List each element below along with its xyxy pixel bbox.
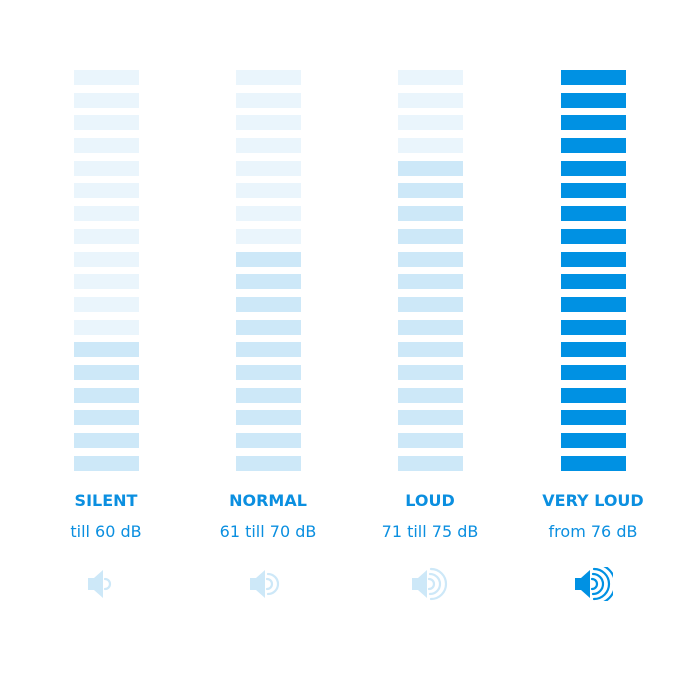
meter-segment-lit [560,92,626,108]
meter-segment [397,70,463,85]
meter-segment-lit [235,274,301,290]
meter-segment-lit [235,433,301,448]
meter-segment-lit [560,410,626,426]
speaker-1-wave-icon [86,567,126,601]
meter-segment [73,206,139,222]
meter-segment [73,92,139,108]
level-column-very-loud: VERY LOUD from 76 dB [513,70,673,605]
meter-segment-lit [560,183,626,199]
meter-segment [73,319,139,335]
meter-segment-lit [560,228,626,244]
meter-segment [73,160,139,176]
meter-segment-lit [560,364,626,380]
meter-segment-lit [73,410,139,426]
meter-segment-lit [397,296,463,312]
meter-segment [235,160,301,176]
meter-segment-lit [235,296,301,312]
meter-segment-lit [560,433,626,448]
meter-segment [235,138,301,154]
meter-segment [235,70,301,85]
level-range: 61 till 70 dB [219,521,317,541]
meter-segment-lit [397,228,463,244]
speaker-2-waves-icon [248,567,288,601]
meter-segment-lit [560,70,626,85]
meter-segment-lit [73,342,139,358]
meter-segment-lit [73,455,139,471]
meter-segment-lit [235,410,301,426]
meter-segment-lit [397,433,463,448]
meter-segment-lit [397,342,463,358]
meter-segment-lit [560,387,626,403]
meter-segment-lit [235,251,301,267]
meter-segment-lit [73,433,139,448]
meter-segment-lit [397,183,463,199]
meter-segment-lit [560,115,626,131]
level-meter [560,70,626,471]
meter-segment-lit [397,455,463,471]
meter-segment-lit [397,206,463,222]
level-column-silent: SILENT till 60 dB [26,70,186,601]
meter-segment-lit [73,364,139,380]
meter-segment [73,228,139,244]
meter-segment [397,138,463,154]
meter-segment [235,183,301,199]
meter-segment-lit [397,410,463,426]
speaker-3-waves-icon [410,567,450,601]
meter-segment-lit [397,251,463,267]
meter-segment [235,206,301,222]
level-meter [73,70,139,471]
meter-segment [73,115,139,131]
meter-segment [73,70,139,85]
meter-segment [235,92,301,108]
level-range: 71 till 75 dB [381,521,479,541]
meter-segment-lit [397,364,463,380]
meter-segment-lit [397,319,463,335]
meter-segment-lit [560,274,626,290]
level-title: NORMAL [229,490,307,510]
meter-segment-lit [73,387,139,403]
meter-segment [235,228,301,244]
meter-segment-lit [560,319,626,335]
level-title: VERY LOUD [542,490,644,510]
meter-segment-lit [560,138,626,154]
meter-segment [73,251,139,267]
speaker-4-waves-icon [573,562,617,605]
meter-segment-lit [560,206,626,222]
meter-segment-lit [560,160,626,176]
meter-segment [73,274,139,290]
meter-segment-lit [560,251,626,267]
meter-segment [73,296,139,312]
level-title: LOUD [405,490,455,510]
meter-segment [235,115,301,131]
meter-segment [397,92,463,108]
level-range: till 60 dB [70,521,142,541]
meter-segment-lit [235,455,301,471]
level-range: from 76 dB [548,521,638,541]
level-column-normal: NORMAL 61 till 70 dB [188,70,348,601]
meter-segment-lit [235,387,301,403]
level-meter [235,70,301,471]
meter-segment [73,138,139,154]
meter-segment-lit [397,160,463,176]
level-title: SILENT [74,490,138,510]
meter-segment-lit [397,387,463,403]
meter-segment-lit [560,296,626,312]
meter-segment [397,115,463,131]
meter-segment-lit [560,455,626,471]
meter-segment [73,183,139,199]
level-column-loud: LOUD 71 till 75 dB [350,70,510,601]
meter-segment-lit [235,319,301,335]
meter-segment-lit [397,274,463,290]
meter-segment-lit [560,342,626,358]
meter-segment-lit [235,364,301,380]
level-meter [397,70,463,471]
meter-segment-lit [235,342,301,358]
